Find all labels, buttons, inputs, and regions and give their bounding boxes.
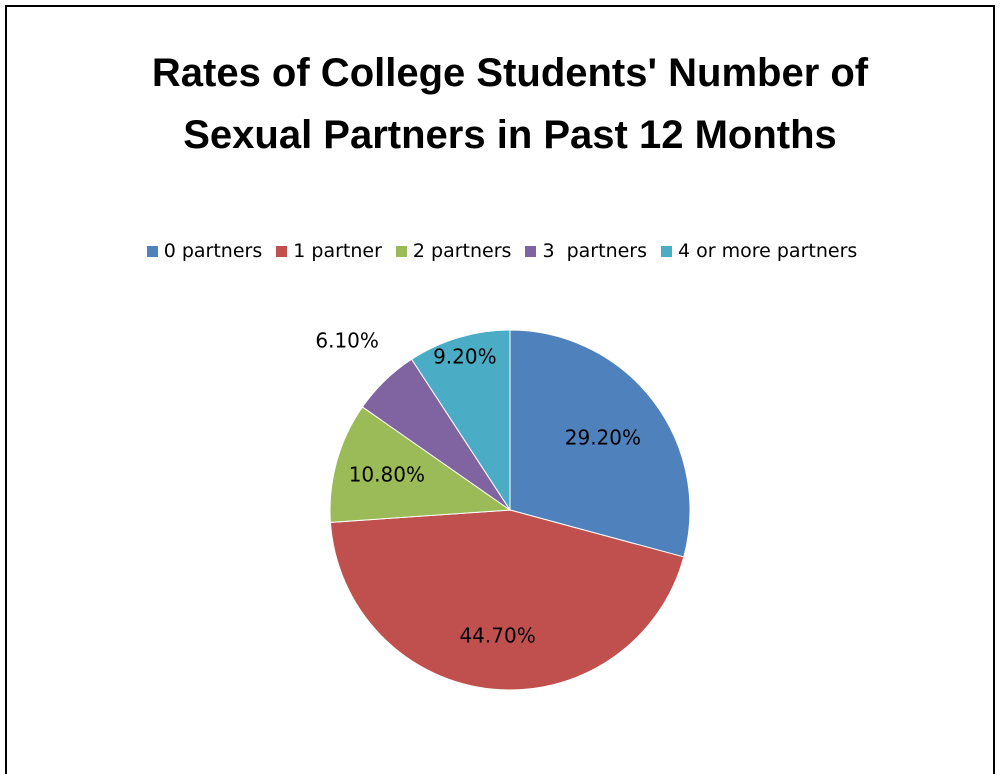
legend-item: 1 partner xyxy=(276,240,382,262)
legend-item: 3 partners xyxy=(525,240,647,262)
pie-slice xyxy=(329,509,685,691)
legend-item: 2 partners xyxy=(395,240,512,262)
legend-swatch xyxy=(661,245,673,257)
legend-label: 4 or more partners xyxy=(678,240,858,262)
data-label: 6.10% xyxy=(315,328,379,352)
pie-slice xyxy=(410,329,511,512)
data-label: 10.80% xyxy=(349,462,425,486)
legend-swatch xyxy=(146,245,158,257)
legend-item: 0 partners xyxy=(146,240,263,262)
legend-label: 3 partners xyxy=(542,240,648,262)
legend: 0 partners 1 partner 2 partners 3 partners 4… xyxy=(0,240,1004,262)
pie-slice xyxy=(509,329,691,558)
legend-swatch xyxy=(276,245,288,257)
legend-label: 1 partner xyxy=(293,240,382,262)
legend-swatch xyxy=(525,245,537,257)
chart-frame xyxy=(5,5,995,774)
chart-title: Rates of College Students' Number of Sex… xyxy=(151,51,869,157)
legend-label: 2 partners xyxy=(412,240,512,262)
legend-swatch xyxy=(395,245,407,257)
data-label: 44.70% xyxy=(459,624,535,648)
data-label: 9.20% xyxy=(433,345,497,369)
legend-label: 0 partners xyxy=(163,240,263,262)
pie-slice xyxy=(329,406,512,523)
data-label: 29.20% xyxy=(565,425,641,449)
legend-item: 4 or more partners xyxy=(661,240,857,262)
